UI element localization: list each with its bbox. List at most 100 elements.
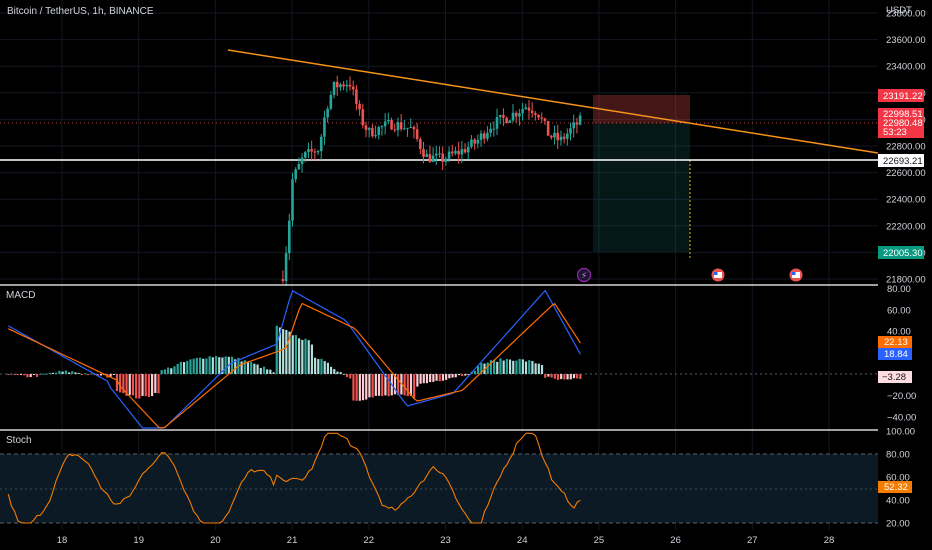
candle-body — [332, 81, 336, 96]
candle-body — [473, 139, 476, 144]
macd-bar — [144, 374, 147, 397]
macd-bar — [393, 374, 397, 395]
macd-bar — [329, 366, 333, 374]
macd-value-badge: 18.84 — [878, 348, 912, 360]
macd-bar — [131, 374, 135, 396]
macd-bar — [473, 370, 477, 374]
candle-body — [387, 119, 390, 122]
macd-bar — [221, 357, 224, 374]
symbol-title[interactable]: Bitcoin / TetherUS, 1h, BINANCE — [7, 6, 154, 17]
us-flag-icon[interactable] — [711, 268, 725, 282]
macd-bar — [467, 374, 470, 376]
candle-body — [572, 122, 576, 129]
last-price-badge: 22998.51 22980.48 53:23 — [878, 108, 924, 138]
candle-body — [377, 127, 381, 136]
price-scale[interactable]: USDT 23800.0023600.0023400.0023200.00230… — [878, 0, 932, 530]
macd-bar — [298, 338, 301, 374]
candle-body — [313, 151, 317, 153]
macd-bar — [304, 338, 307, 374]
macd-bar — [429, 374, 432, 383]
stop-loss-zone[interactable] — [593, 95, 690, 123]
macd-bar — [157, 374, 160, 394]
candle-body — [419, 139, 422, 150]
macd-bar — [32, 374, 35, 376]
candle-body — [415, 129, 419, 140]
take-profit-zone[interactable] — [593, 123, 690, 252]
macd-bar — [266, 369, 269, 374]
short-position-tool[interactable] — [593, 95, 691, 258]
candle-body — [287, 220, 291, 254]
svg-text:23191.22: 23191.22 — [883, 91, 923, 102]
candle-body — [390, 119, 393, 130]
candle-body — [508, 120, 512, 123]
candle-body — [428, 154, 432, 162]
candle-body — [326, 108, 329, 118]
macd-bar — [182, 362, 186, 374]
macd-bar — [234, 359, 237, 374]
macd-bar — [342, 373, 345, 375]
macd-bar — [80, 374, 83, 375]
candle-body — [396, 122, 400, 131]
macd-bar — [294, 335, 298, 374]
svg-text:22693.21: 22693.21 — [883, 156, 923, 167]
macd-bar — [218, 357, 221, 374]
macd-bar — [125, 374, 128, 396]
macd-bar — [454, 374, 457, 378]
macd-bar — [476, 366, 480, 374]
candle-body — [518, 113, 521, 117]
macd-bar — [326, 362, 329, 374]
candle-body — [412, 126, 416, 130]
price-tick-label: 22600.00 — [886, 168, 926, 179]
svg-text:22.13: 22.13 — [884, 337, 908, 348]
macd-bar — [282, 329, 285, 374]
macd-bar — [377, 374, 381, 396]
macd-bar — [572, 374, 576, 379]
macd-bar — [576, 374, 579, 379]
macd-bar — [179, 361, 182, 374]
macd-bar — [87, 374, 90, 376]
macd-bar — [314, 357, 317, 374]
macd-bar — [432, 374, 435, 382]
candle-body — [371, 128, 374, 137]
macd-bar — [441, 374, 445, 381]
macd-bar — [556, 374, 560, 380]
price-tick-label: 21800.00 — [886, 275, 926, 286]
stoch-pane-label[interactable]: Stoch — [6, 435, 32, 446]
macd-bar — [154, 374, 157, 393]
candle-body — [399, 122, 403, 130]
macd-bar — [269, 369, 272, 374]
candle-body — [342, 84, 345, 87]
candle-body — [303, 152, 307, 158]
stoch-tick-label: 80.00 — [886, 450, 910, 461]
candle-body — [444, 158, 448, 162]
candle-body — [486, 132, 489, 139]
candle-body — [470, 139, 473, 147]
macd-tick-label: −20.00 — [887, 391, 916, 402]
price-tick-label: 23400.00 — [886, 62, 926, 73]
candle-body — [479, 133, 483, 140]
svg-text:−3.28: −3.28 — [882, 372, 906, 383]
candle-body — [575, 122, 579, 125]
candle-body — [300, 157, 304, 164]
macd-bar — [524, 361, 528, 374]
macd-bar — [173, 366, 176, 374]
macd-bar — [579, 374, 582, 379]
macd-bar — [74, 372, 77, 374]
candle-body — [307, 149, 310, 153]
candle-body — [316, 151, 320, 153]
macd-bar — [464, 374, 467, 376]
macd-bar — [275, 325, 278, 374]
macd-bar — [16, 374, 19, 376]
macd-pane-label[interactable]: MACD — [6, 290, 36, 301]
macd-bar — [246, 362, 250, 374]
descending-trendline[interactable] — [227, 49, 879, 154]
candle-body — [562, 136, 566, 139]
flash-icon[interactable]: ⚡ — [576, 267, 592, 283]
macd-bar — [272, 372, 275, 374]
time-scale[interactable]: 18 19 20 21 22 23 24 25 26 27 28 — [0, 530, 932, 550]
macd-bar — [77, 372, 80, 374]
macd-bar — [374, 374, 377, 396]
us-flag-icon[interactable] — [789, 268, 803, 282]
macd-bar — [345, 374, 349, 378]
